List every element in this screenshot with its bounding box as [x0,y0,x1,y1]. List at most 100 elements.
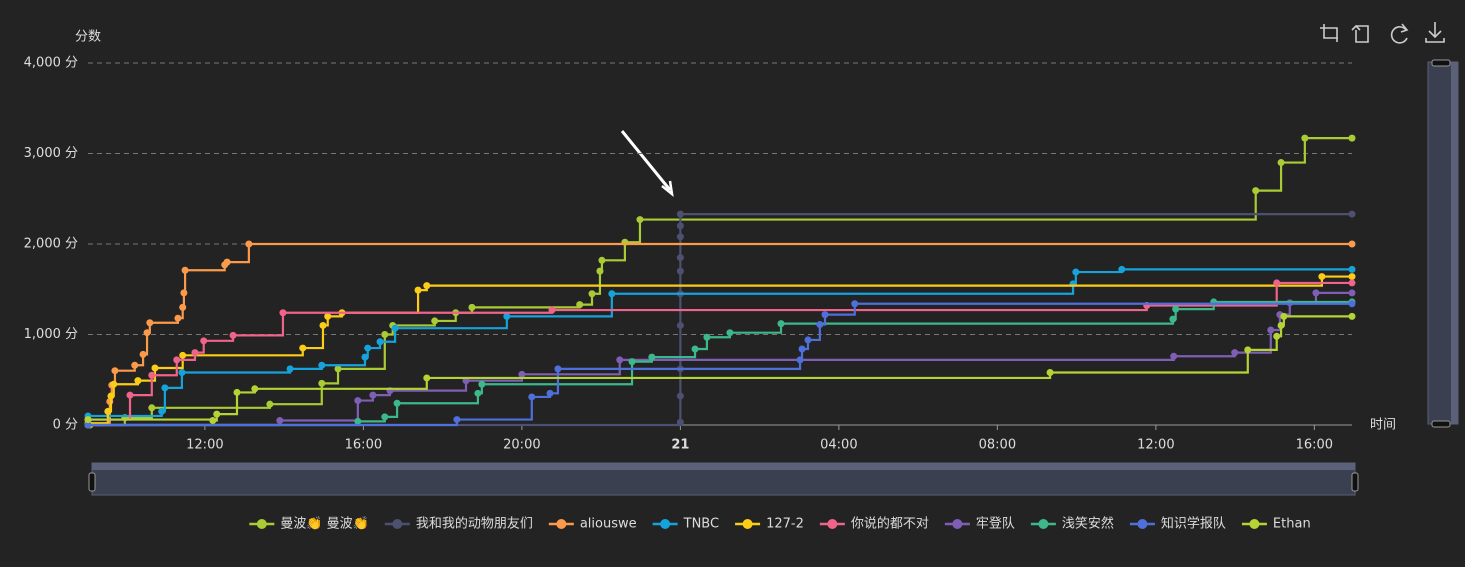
data-point [391,324,399,332]
data-point [676,254,684,262]
zoom-reset-icon[interactable] [1351,24,1369,43]
legend-label: aliouswe [580,517,637,532]
data-point [223,258,231,266]
zoom-handle[interactable] [1351,472,1359,492]
data-point [1273,279,1281,287]
legend-item[interactable]: TNBC [652,517,719,532]
data-point [676,321,684,329]
restore-icon[interactable] [1390,23,1409,44]
data-point [229,331,237,339]
data-point [151,364,159,372]
y-data-zoom[interactable] [1427,59,1459,428]
legend-label: 127-2 [766,517,804,532]
legend-item[interactable]: aliouswe [548,517,637,532]
zoom-icon[interactable] [1320,24,1338,42]
data-point [414,286,422,294]
legend-item[interactable]: 127-2 [735,517,804,532]
data-point [369,391,377,399]
data-point [354,417,362,425]
legend-item[interactable]: 浅笑安然 [1030,516,1114,532]
zoom-handle[interactable] [88,472,96,492]
data-point [676,233,684,241]
zoom-bar[interactable] [92,463,1355,470]
legend-item[interactable]: 牢登队 [944,517,1015,532]
data-point [161,384,169,392]
data-point [628,358,636,366]
data-point [1273,332,1281,340]
data-point [821,311,829,319]
data-point [107,392,115,400]
y-axis-title: 分数 [75,30,101,45]
series-line [88,300,1352,427]
legend-item[interactable]: Ethan [1241,517,1311,532]
annotation-arrow [620,130,674,197]
x-tick-label: 21 [671,438,689,453]
legend-label: Ethan [1273,517,1311,532]
data-point [1169,315,1177,323]
data-point [676,222,684,230]
data-point [286,365,294,373]
y-tick-label: 4,000 分 [24,56,78,71]
data-point [1348,289,1356,297]
data-point [796,356,804,364]
legend-item[interactable]: 你说的都不对 [819,516,929,532]
zoom-handle[interactable] [1431,420,1451,428]
zoom-bar[interactable] [1451,62,1458,424]
legend-item[interactable]: 我和我的动物朋友们 [384,516,533,532]
data-point [1267,326,1275,334]
data-point [126,391,134,399]
data-point [528,393,536,401]
data-point [173,356,181,364]
data-point [134,377,142,385]
data-point [548,306,556,314]
data-point [1348,300,1356,308]
data-point [158,407,166,415]
data-point [111,367,119,375]
x-tick-label: 12:00 [186,438,223,453]
data-point [474,389,482,397]
data-point [209,416,217,424]
data-point [636,216,644,224]
data-point [648,353,656,361]
data-point [233,388,241,396]
data-point [376,338,384,346]
data-point [1348,273,1356,281]
legend-label: 你说的都不对 [851,516,929,532]
data-point [181,266,189,274]
x-data-zoom[interactable] [88,462,1359,496]
data-point [1172,305,1180,313]
data-point [1348,134,1356,142]
data-point [279,309,287,317]
data-point [1348,279,1356,287]
legend-label: 我和我的动物朋友们 [416,516,533,532]
data-point [676,210,684,218]
download-icon[interactable] [1425,22,1445,43]
data-point [179,303,187,311]
legend-item[interactable]: 知识学报队 [1129,516,1226,532]
data-point [676,267,684,275]
legend-item[interactable]: 曼波👏 曼波👏 [249,516,369,532]
data-point [1348,240,1356,248]
data-point [598,256,606,264]
data-point [179,351,187,359]
data-point [1170,352,1178,360]
data-point [676,392,684,400]
y-tick-label: 3,000 分 [24,146,78,161]
data-point [1312,289,1320,297]
data-point [146,319,154,327]
y-tick-label: 2,000 分 [24,237,78,252]
data-point [143,329,151,337]
zoom-handle[interactable] [1431,59,1451,67]
data-point [1348,210,1356,218]
data-point [318,379,326,387]
data-point [318,361,326,369]
legend-marker [1038,519,1049,529]
data-point [1348,312,1356,320]
data-point [84,421,92,429]
data-point [148,371,156,379]
data-point [816,321,824,329]
data-point [393,399,401,407]
toolbox[interactable] [1320,22,1445,44]
data-point [251,385,259,393]
data-point [546,389,554,397]
